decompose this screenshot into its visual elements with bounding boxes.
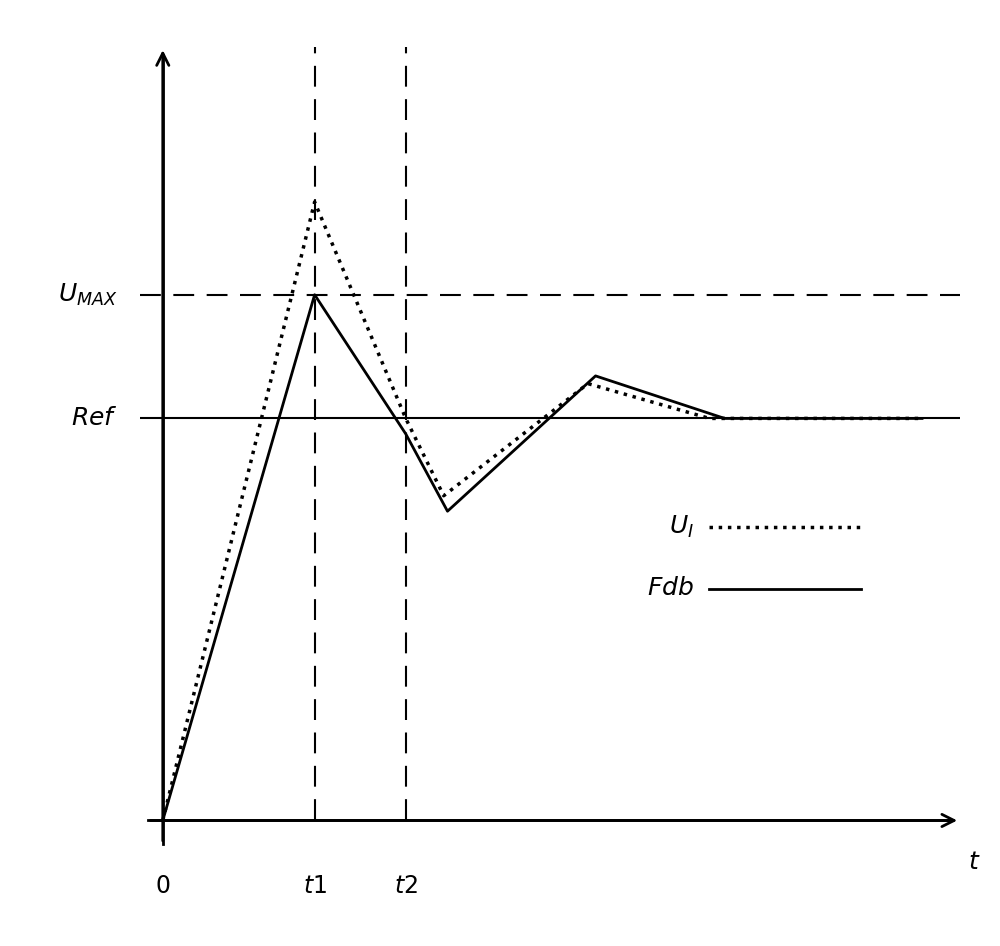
Text: $t2$: $t2$: [394, 875, 418, 898]
Text: $U_{MAX}$: $U_{MAX}$: [58, 282, 117, 307]
Text: $t$: $t$: [968, 851, 980, 874]
Text: $Ref$: $Ref$: [71, 407, 117, 429]
Text: $U_I$: $U_I$: [669, 514, 694, 540]
Text: $t1$: $t1$: [303, 875, 327, 898]
Text: $Fdb$: $Fdb$: [647, 577, 694, 600]
Text: $0$: $0$: [155, 875, 170, 898]
